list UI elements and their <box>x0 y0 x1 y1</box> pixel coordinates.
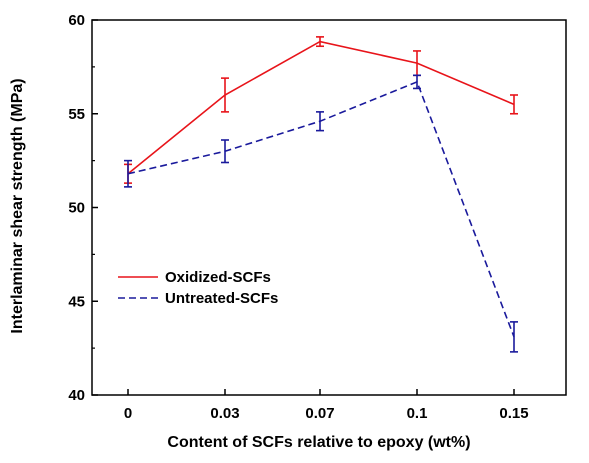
y-tick-label: 50 <box>68 200 85 217</box>
error-bar <box>510 321 518 353</box>
legend-label: Oxidized-SCFs <box>165 269 271 286</box>
y-axis-ticks: 40 45 50 55 60 <box>68 12 98 404</box>
y-tick-label: 55 <box>68 106 85 123</box>
x-tick-label: 0.07 <box>305 405 334 422</box>
x-tick-label: 0.03 <box>210 405 239 422</box>
y-axis-label: Interlaminar shear strength (MPa) <box>9 78 26 333</box>
error-bar <box>413 74 421 90</box>
x-axis-label: Content of SCFs relative to epoxy (wt%) <box>167 434 470 451</box>
error-bar <box>316 111 324 132</box>
error-bar <box>510 94 518 115</box>
series-layer <box>124 36 518 353</box>
x-tick-label: 0.15 <box>499 405 528 422</box>
series-line <box>127 40 515 175</box>
y-tick-label: 60 <box>68 12 85 29</box>
series-untreated-scfs <box>124 74 518 353</box>
error-bar <box>124 159 132 188</box>
legend: Oxidized-SCFs Untreated-SCFs <box>118 269 278 307</box>
y-tick-label: 45 <box>68 293 85 310</box>
plot-frame <box>91 19 567 396</box>
legend-label: Untreated-SCFs <box>165 290 278 307</box>
x-tick-label: 0.1 <box>407 405 428 422</box>
y-tick-label: 40 <box>68 387 85 404</box>
x-axis-ticks: 0 0.03 0.07 0.1 0.15 <box>124 389 529 422</box>
error-bar <box>221 139 229 164</box>
error-bar <box>221 77 229 113</box>
plot-border <box>91 19 567 396</box>
error-bar <box>316 36 324 48</box>
x-tick-label: 0 <box>124 405 132 422</box>
